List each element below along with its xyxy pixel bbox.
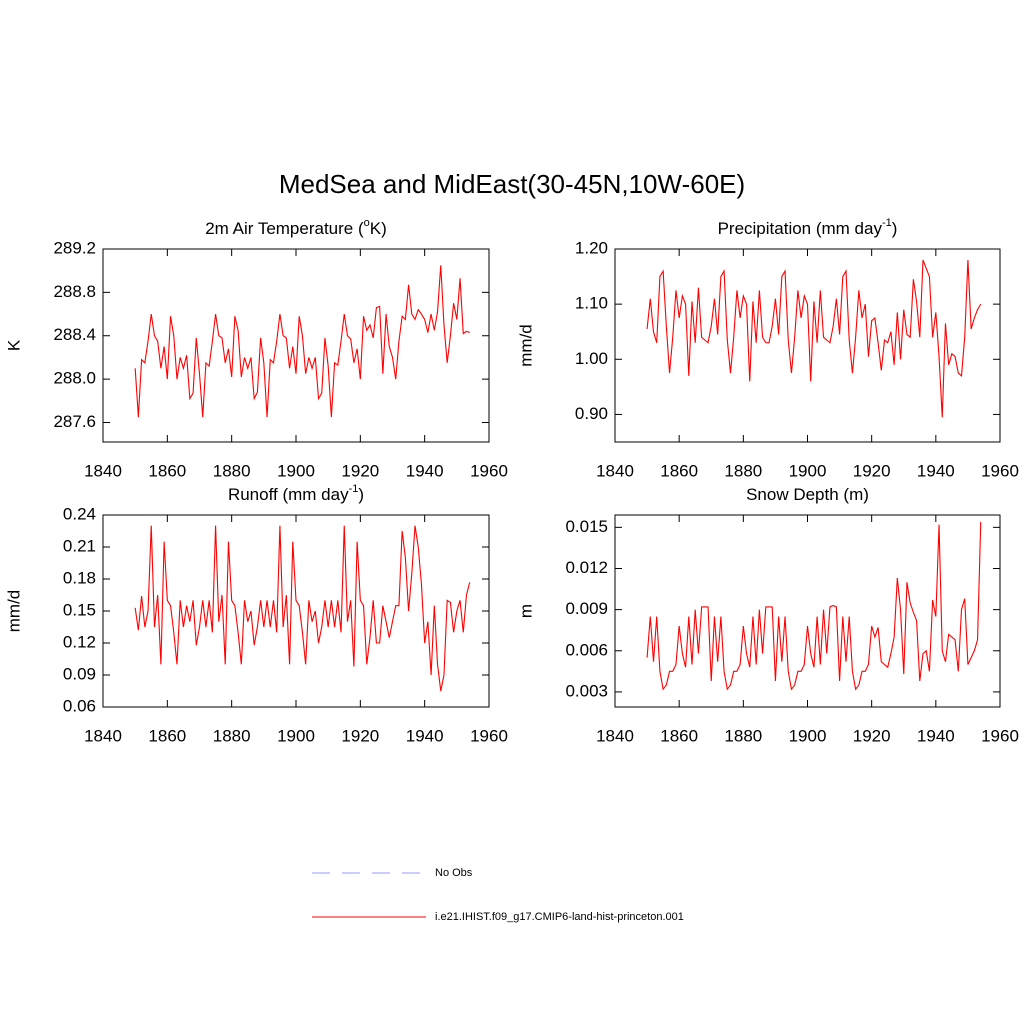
x-tick-label: 1940 (917, 461, 955, 480)
y-tick-label: 287.6 (53, 412, 96, 431)
panel-title: Precipitation (mm day-1) (718, 217, 898, 239)
x-tick-label: 1900 (789, 461, 827, 480)
data-line (134, 525, 471, 692)
x-tick-label: 1880 (724, 461, 762, 480)
y-tick-label: 0.003 (565, 681, 608, 700)
y-tick-label: 0.15 (63, 600, 96, 619)
y-axis-label: mm/d (516, 324, 535, 367)
x-tick-label: 1940 (406, 726, 444, 745)
panel-title-part: K) (370, 219, 387, 238)
y-tick-label: 0.006 (565, 640, 608, 659)
x-tick-label: 1960 (981, 726, 1019, 745)
y-tick-label: 0.012 (565, 558, 608, 577)
panel-title: Snow Depth (m) (746, 485, 869, 504)
panel-title-part: -1 (882, 217, 892, 229)
x-tick-label: 1840 (596, 726, 634, 745)
y-tick-label: 0.21 (63, 536, 96, 555)
y-axis-label: K (4, 339, 23, 351)
y-tick-label: 288.0 (53, 369, 96, 388)
plot-frame (614, 514, 1001, 708)
plot-frame (614, 248, 1001, 443)
x-tick-label: 1840 (84, 726, 122, 745)
data-line (646, 259, 982, 418)
legend-label: i.e21.IHIST.f09_g17.CMIP6-land-hist-prin… (435, 911, 684, 923)
x-tick-label: 1840 (84, 461, 122, 480)
y-tick-label: 0.06 (63, 696, 96, 715)
x-tick-label: 1860 (148, 461, 186, 480)
y-tick-label: 288.8 (53, 282, 96, 301)
figure-title: MedSea and MidEast(30-45N,10W-60E) (279, 169, 745, 199)
y-tick-label: 0.12 (63, 632, 96, 651)
panel-title-part: Snow Depth (m) (746, 485, 869, 504)
x-tick-label: 1900 (277, 726, 315, 745)
data-line (646, 521, 982, 691)
x-tick-label: 1860 (660, 461, 698, 480)
x-tick-label: 1880 (724, 726, 762, 745)
y-tick-label: 289.2 (53, 238, 96, 257)
panel-title-part: 2m Air Temperature ( (205, 219, 364, 238)
y-tick-label: 1.10 (575, 294, 608, 313)
panel-title-part: Precipitation (mm day (718, 219, 883, 238)
y-tick-label: 1.00 (575, 349, 608, 368)
plot-frame (102, 514, 490, 708)
y-tick-label: 288.4 (53, 325, 96, 344)
panel-title-part: ) (358, 485, 364, 504)
x-tick-label: 1920 (341, 461, 379, 480)
y-tick-label: 0.015 (565, 517, 608, 536)
data-line (134, 265, 470, 418)
y-tick-label: 0.24 (63, 504, 96, 523)
x-tick-label: 1840 (596, 461, 634, 480)
panel-title-part: ) (892, 219, 898, 238)
x-tick-label: 1900 (789, 726, 827, 745)
y-tick-label: 0.009 (565, 599, 608, 618)
x-tick-label: 1920 (853, 461, 891, 480)
x-tick-label: 1960 (470, 726, 508, 745)
panel-title-part: -1 (349, 483, 359, 495)
y-tick-label: 1.20 (575, 238, 608, 257)
x-tick-label: 1940 (917, 726, 955, 745)
panel-title: Runoff (mm day-1) (228, 483, 364, 505)
y-axis-label: m (516, 604, 535, 618)
y-tick-label: 0.90 (575, 404, 608, 423)
x-tick-label: 1860 (660, 726, 698, 745)
y-tick-label: 0.09 (63, 664, 96, 683)
x-tick-label: 1960 (981, 461, 1019, 480)
legend-label: No Obs (435, 867, 473, 879)
panel-title-part: Runoff (mm day (228, 485, 349, 504)
x-tick-label: 1940 (406, 461, 444, 480)
x-tick-label: 1900 (277, 461, 315, 480)
x-tick-label: 1880 (213, 461, 251, 480)
x-tick-label: 1960 (470, 461, 508, 480)
panel-title-part: o (364, 217, 370, 229)
plot-frame (102, 248, 490, 443)
y-axis-label: mm/d (4, 590, 23, 633)
x-tick-label: 1920 (341, 726, 379, 745)
x-tick-label: 1880 (213, 726, 251, 745)
x-tick-label: 1860 (148, 726, 186, 745)
panel-title: 2m Air Temperature (oK) (205, 217, 387, 239)
y-tick-label: 0.18 (63, 568, 96, 587)
x-tick-label: 1920 (853, 726, 891, 745)
